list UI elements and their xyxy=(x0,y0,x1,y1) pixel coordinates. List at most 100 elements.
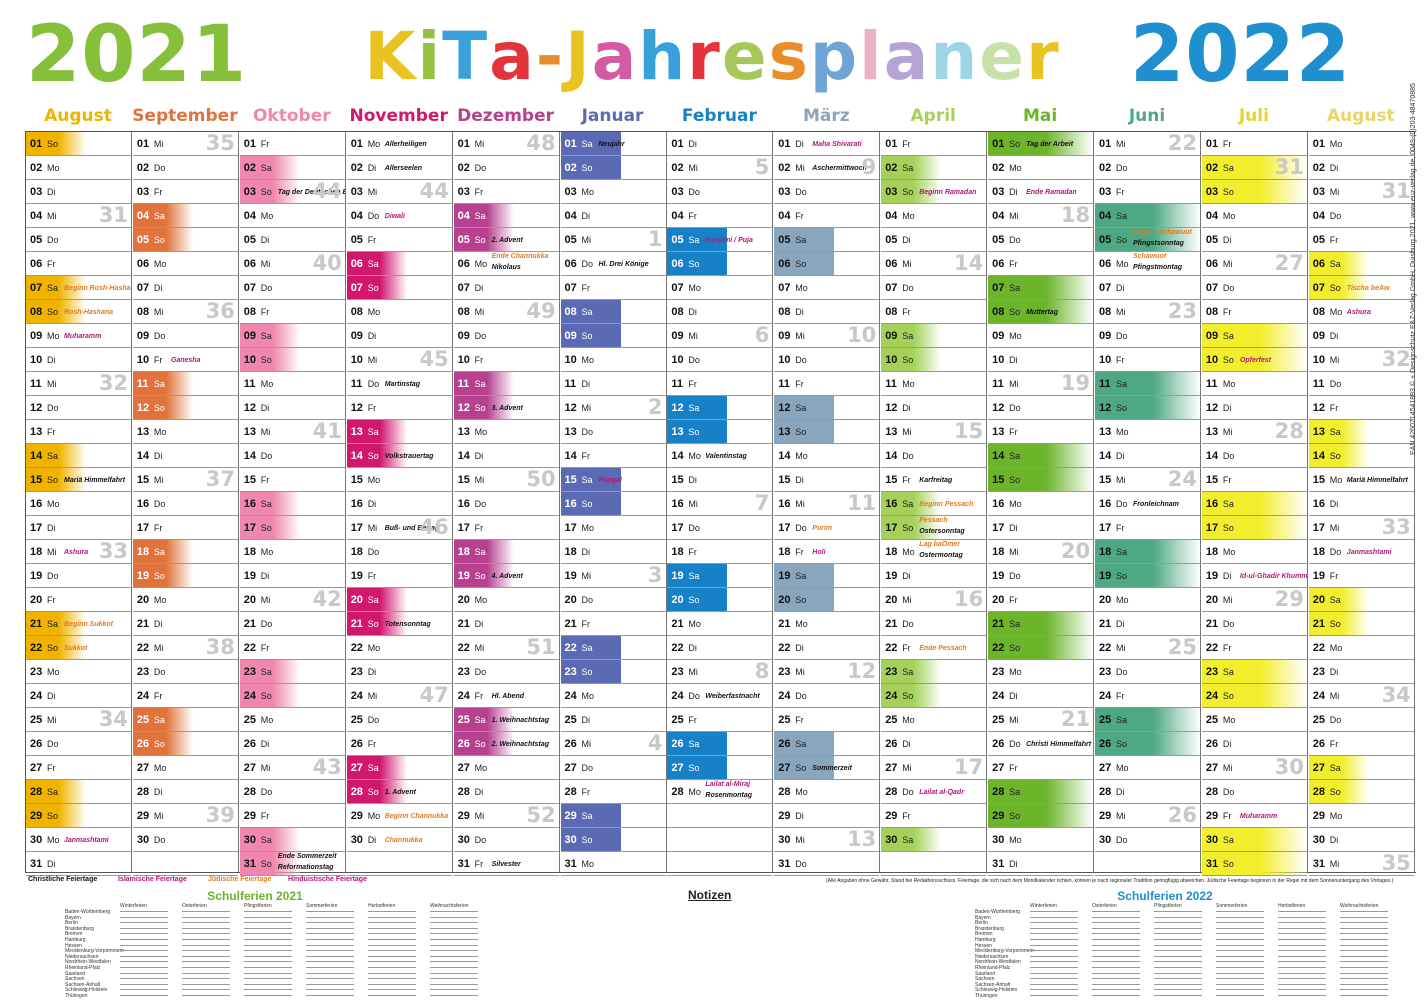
state-name: Sachsen-Anhalt xyxy=(65,981,101,988)
holiday-dates-placeholder xyxy=(244,939,292,940)
month-header: November xyxy=(349,106,448,126)
day-number: 04 xyxy=(1205,210,1219,222)
weekday-label: Di xyxy=(260,571,270,581)
weekend-shade xyxy=(988,276,1094,299)
day-number: 10 xyxy=(136,354,150,366)
day-number: 05 xyxy=(1205,234,1219,246)
day-number: 31 xyxy=(30,858,43,870)
day-cell: 10 So xyxy=(881,348,987,372)
day-number: 27 xyxy=(1205,762,1219,774)
weekday-label: Mi xyxy=(367,187,378,197)
day-number: 27 xyxy=(1099,762,1112,774)
day-number: 19 xyxy=(1205,570,1219,582)
weekday-label: Fr xyxy=(260,643,270,653)
day-number: 16 xyxy=(136,498,150,510)
week-number: 11 xyxy=(847,492,877,515)
holiday-dates-placeholder xyxy=(1216,989,1264,991)
holiday-label: Allerseelen xyxy=(384,165,423,172)
day-cell: 27 Mo xyxy=(453,756,559,780)
weekday-label: Mo xyxy=(1222,379,1236,389)
holiday-table-row: Berlin xyxy=(65,920,478,926)
holiday-table-row: Mecklenburg-Vorpommern xyxy=(975,948,1388,954)
day-number: 09 xyxy=(136,330,150,342)
day-number: 04 xyxy=(30,210,43,222)
weekday-label: Fr xyxy=(1009,259,1018,269)
state-name: Niedersachsen xyxy=(975,953,1009,960)
title-letter: - xyxy=(535,18,566,95)
day-number: 01 xyxy=(671,138,684,150)
holiday-dates-placeholder xyxy=(1092,983,1140,985)
day-number: 12 xyxy=(350,402,363,414)
weekday-label: Di xyxy=(1329,667,1339,677)
day-cell: 23 Di xyxy=(1308,660,1414,684)
holiday-dates-placeholder xyxy=(1030,911,1078,912)
holiday-col-header: Weihnachtsferien xyxy=(430,903,469,909)
weekday-label: Di xyxy=(153,283,163,293)
weekday-label: Fr xyxy=(153,523,163,533)
weekday-label: Do xyxy=(581,259,594,269)
day-number: 15 xyxy=(243,474,257,486)
day-cell: 06 Mo xyxy=(132,252,238,276)
weekday-label: Sa xyxy=(1329,427,1341,437)
day-number: 27 xyxy=(671,762,684,774)
month-column: 01 Sa Neujahr 02 So 03 Mo 04 Di 05 Mi 1 06 Do Hl. Drei… xyxy=(560,132,667,876)
day-number: 02 xyxy=(350,162,363,174)
weekday-label: Mo xyxy=(1116,595,1129,605)
weekday-label: Fr xyxy=(688,379,697,389)
day-number: 11 xyxy=(457,378,470,390)
weekend-shade xyxy=(667,228,728,251)
day-cell: 28 So xyxy=(1308,780,1414,804)
holiday-dates-placeholder xyxy=(120,950,168,952)
weekday-label: Mo xyxy=(367,811,381,821)
weekday-label: Fr xyxy=(47,763,56,773)
day-number: 28 xyxy=(243,786,257,798)
day-number: 15 xyxy=(1205,474,1219,486)
holiday-dates-placeholder xyxy=(1278,933,1326,935)
day-number: 26 xyxy=(136,738,150,750)
weekday-label: Mo xyxy=(688,451,701,461)
day-cell: 15 Mi 24 xyxy=(1095,468,1200,492)
holiday-col-header: Osterferien xyxy=(1092,903,1117,909)
day-cell: 07 Fr xyxy=(560,276,666,300)
weekend-shade xyxy=(239,660,300,683)
week-number: 31 xyxy=(98,204,128,227)
weekday-label: Mi xyxy=(260,595,271,605)
weekday-label: So xyxy=(902,523,914,533)
holiday-col-header: Winterferien xyxy=(1030,903,1057,909)
weekday-label: Di xyxy=(1329,331,1339,341)
state-name: Rheinland-Pfalz xyxy=(65,965,101,971)
day-cell xyxy=(667,852,773,876)
day-cell: 25 Mi 21 xyxy=(988,708,1094,732)
weekday-label: So xyxy=(1222,355,1234,365)
holiday-table-row: Saarland xyxy=(975,971,1388,977)
weekday-label: Fr xyxy=(581,619,591,629)
day-cell: 15 Mi 37 xyxy=(132,468,238,492)
weekday-label: Mo xyxy=(902,211,915,221)
weekend-shade xyxy=(774,228,835,251)
week-number: 14 xyxy=(953,252,984,275)
day-number: 22 xyxy=(1312,642,1326,654)
day-cell: 23 Sa xyxy=(1201,660,1307,684)
weekday-label: Do xyxy=(795,355,807,365)
day-number: 20 xyxy=(992,594,1005,606)
day-cell: 22 Fr xyxy=(1201,636,1307,660)
day-number: 05 xyxy=(885,234,898,246)
day-cell: 22 Mo xyxy=(346,636,452,660)
day-cell: 12 Do xyxy=(26,396,131,420)
day-number: 14 xyxy=(30,450,43,462)
day-number: 26 xyxy=(778,738,791,750)
holiday-table-row: Mecklenburg-Vorpommern xyxy=(65,948,478,954)
day-cell: 03 Fr xyxy=(132,180,238,204)
weekday-label: Do xyxy=(795,187,807,197)
day-cell: 15 So xyxy=(988,468,1094,492)
day-number: 08 xyxy=(671,306,684,318)
day-number: 07 xyxy=(1099,282,1112,294)
weekend-shade xyxy=(1308,420,1369,443)
weekday-label: So xyxy=(1116,571,1128,581)
weekday-label: So xyxy=(1116,235,1128,245)
weekday-label: So xyxy=(581,667,593,677)
holiday-dates-placeholder xyxy=(1278,939,1326,940)
weekday-label: Di xyxy=(1116,451,1125,461)
weekend-shade xyxy=(881,684,942,707)
day-cell: 20 So xyxy=(774,588,880,612)
